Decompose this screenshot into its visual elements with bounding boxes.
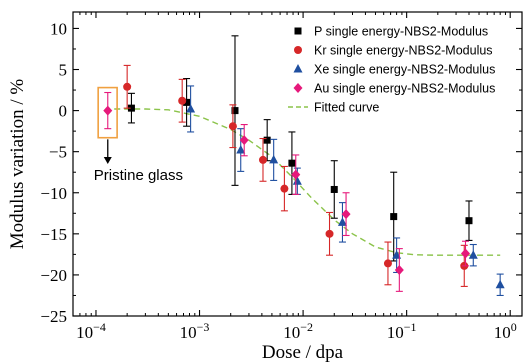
x-tick-label: 10−4 [76,320,106,342]
legend-marker-triangle [293,64,303,73]
data-point-triangle [269,154,279,164]
x-tick-label: 10−3 [180,320,210,342]
data-point-diamond [291,169,301,180]
data-point-triangle [236,145,246,154]
data-point-diamond [103,105,113,116]
legend-label: Kr single energy-NBS2-Modulus [314,44,493,58]
y-tick-label: −10 [40,184,67,203]
y-tick-label: −25 [40,307,67,326]
pristine-glass-label: Pristine glass [94,167,183,184]
y-axis-label: Modulus variation / % [7,79,28,250]
data-point-square [330,185,338,193]
fitted-curve-line [114,108,501,256]
data-point-circle [123,82,132,91]
data-point-circle [383,259,392,268]
fitted-curve-layer [114,108,501,256]
data-point-diamond [341,209,351,220]
y-tick-label: 5 [59,61,68,80]
data-point-circle [258,155,267,164]
data-point-circle [280,184,289,193]
series-diamond [103,91,470,292]
data-point-circle [325,229,334,238]
annotation-layer: Pristine glass [94,86,183,184]
series-circle [123,64,469,287]
legend-marker-diamond [293,83,303,93]
y-tick-label: −15 [40,225,67,244]
plot-frame [72,11,523,317]
y-tick-label: 10 [50,19,67,38]
data-point-diamond [394,264,404,275]
series-triangle [186,85,505,297]
legend-marker-circle [294,46,302,54]
data-layer [103,35,505,297]
data-point-square [231,107,239,115]
data-point-square [465,217,473,225]
data-point-square [288,159,296,167]
data-point-triangle [186,103,196,113]
series-square [127,35,473,262]
y-tick-label: −20 [40,266,67,285]
data-point-square [127,104,135,112]
x-tick-label: 10−2 [283,320,313,342]
data-point-diamond [239,135,249,146]
data-point-circle [228,122,237,131]
legend-label: Xe single energy-NBS2-Modulus [314,63,495,77]
data-point-circle [178,96,187,105]
legend: P single energy-NBS2-Modulus Kr single en… [288,25,495,115]
pristine-arrow-head [103,157,112,164]
x-tick-label: 10−1 [387,320,417,342]
data-point-triangle [292,176,302,185]
x-tick-label: 100 [494,320,517,342]
data-point-square [263,136,271,144]
x-axis-label: Dose / dpa [262,342,344,363]
data-point-square [183,98,191,106]
pristine-box [97,86,118,139]
data-point-triangle [495,279,505,289]
legend-label: P single energy-NBS2-Modulus [314,25,488,39]
data-point-triangle [337,217,347,226]
data-point-square [390,213,398,221]
y-tick-label: −5 [49,143,67,162]
y-tick-label: 0 [59,102,68,121]
legend-marker-square [294,27,302,35]
legend-label: Fitted curve [314,101,379,115]
data-point-triangle [468,250,478,259]
axis-layer: 10 5 0 −5 −10 −15 −20 −25 10−4 10−3 10−2 10−1 100 [40,12,522,342]
data-point-diamond [460,248,470,259]
legend-label: Au single energy-NBS2-Modulus [314,82,495,96]
